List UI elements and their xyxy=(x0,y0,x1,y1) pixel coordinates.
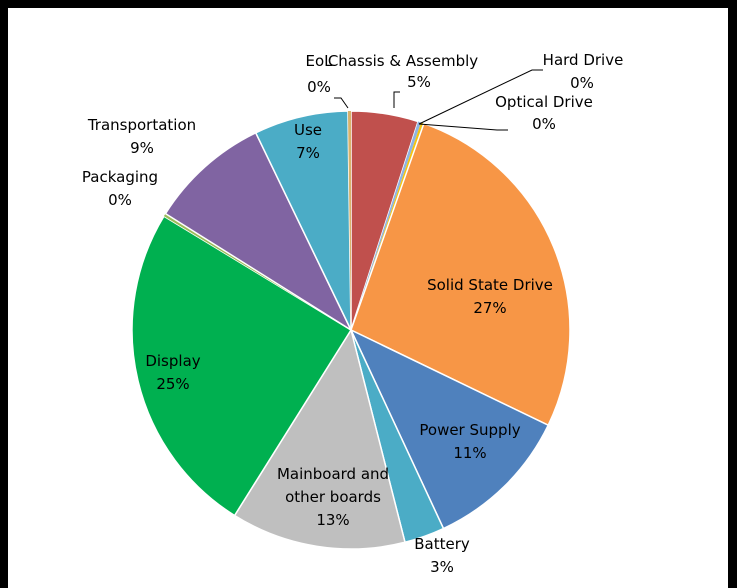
slice-label-packaging: Packaging xyxy=(82,168,158,186)
slice-value-mainboard-and-other-boards: 13% xyxy=(316,511,349,529)
slice-value-solid-state-drive: 27% xyxy=(473,299,506,317)
slice-value-optical-drive: 0% xyxy=(532,115,556,133)
slice-value-hard-drive: 0% xyxy=(570,74,594,92)
leader-lines xyxy=(334,69,543,131)
slice-power-supply xyxy=(349,328,550,530)
slice-solid-state-drive xyxy=(350,122,571,427)
leader-line-eol xyxy=(334,97,349,109)
slice-label-transportation: Transportation xyxy=(87,116,196,134)
slice-value-display: 25% xyxy=(156,375,189,393)
slice-value-eol: 0% xyxy=(307,78,331,96)
slice-use xyxy=(254,110,352,331)
pie-slices xyxy=(131,110,571,550)
slice-label-power-supply: Power Supply xyxy=(419,421,520,439)
slice-label-use: Use xyxy=(294,121,322,139)
slice-label-battery: Battery xyxy=(414,535,470,553)
slice-value-transportation: 9% xyxy=(130,139,154,157)
slice-display xyxy=(131,215,353,517)
slice-hard-drive xyxy=(351,121,421,330)
slice-label-mainboard-and-other-boards-line1: Mainboard and xyxy=(277,465,389,483)
slice-transportation xyxy=(164,131,353,333)
slice-value-packaging: 0% xyxy=(108,191,132,209)
slice-value-power-supply: 11% xyxy=(453,444,486,462)
slice-value-chassis-and-assembly: 5% xyxy=(407,73,431,91)
slice-eol xyxy=(347,111,351,330)
slice-mainboard-and-other-boards xyxy=(233,328,406,550)
slice-label-hard-drive: Hard Drive xyxy=(543,51,624,69)
slice-chassis-and-assembly xyxy=(350,110,420,331)
slice-value-use: 7% xyxy=(296,144,320,162)
slice-label-display: Display xyxy=(145,352,200,370)
leader-line-hard-drive xyxy=(418,69,543,125)
leader-line-optical-drive xyxy=(418,123,508,131)
leader-line-chassis-and-assembly xyxy=(393,91,400,108)
slice-label-eol: EoL xyxy=(305,52,333,70)
slice-label-chassis-and-assembly: Chassis & Assembly xyxy=(328,52,478,70)
slice-value-battery: 3% xyxy=(430,558,454,576)
chart-panel: Chassis & Assembly 5% Hard Drive 0% Optical … xyxy=(8,8,728,588)
slice-label-optical-drive: Optical Drive xyxy=(495,93,593,111)
slice-label-solid-state-drive: Solid State Drive xyxy=(427,276,553,294)
slice-label-mainboard-and-other-boards-line2: other boards xyxy=(285,488,381,506)
